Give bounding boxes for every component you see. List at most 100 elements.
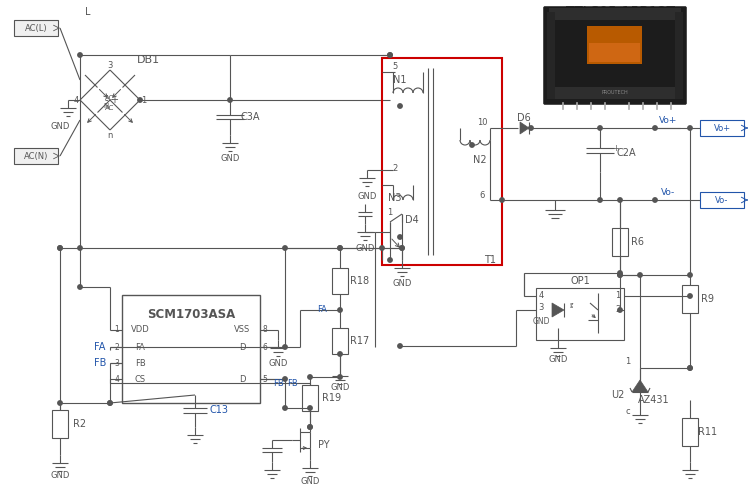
- Circle shape: [398, 104, 402, 108]
- Polygon shape: [520, 122, 529, 134]
- Circle shape: [500, 198, 504, 202]
- Circle shape: [338, 352, 342, 356]
- FancyBboxPatch shape: [544, 6, 686, 104]
- Circle shape: [688, 126, 692, 130]
- Text: FB: FB: [273, 379, 284, 388]
- Text: FB: FB: [286, 379, 297, 388]
- Text: R6: R6: [632, 237, 644, 247]
- Bar: [549, 87, 681, 99]
- Text: 2: 2: [615, 305, 621, 314]
- Bar: [589, 43, 640, 62]
- Bar: [547, 12, 555, 99]
- Circle shape: [688, 273, 692, 277]
- Text: 6: 6: [262, 342, 268, 351]
- Text: GND: GND: [50, 121, 70, 131]
- Circle shape: [58, 246, 62, 250]
- Bar: [382, 58, 502, 265]
- Text: N3: N3: [388, 193, 402, 203]
- Bar: [700, 192, 744, 208]
- Circle shape: [400, 246, 404, 250]
- Circle shape: [618, 198, 622, 202]
- Text: PY: PY: [318, 440, 330, 450]
- Bar: [675, 12, 683, 99]
- Bar: [587, 26, 642, 64]
- Circle shape: [58, 401, 62, 405]
- Circle shape: [78, 285, 82, 289]
- Text: U2: U2: [611, 390, 625, 400]
- Circle shape: [338, 246, 342, 250]
- Text: 1: 1: [615, 291, 621, 300]
- Bar: [700, 120, 744, 136]
- Text: 5: 5: [392, 61, 398, 70]
- Text: 4: 4: [115, 375, 119, 384]
- Circle shape: [308, 425, 312, 429]
- Text: GND: GND: [357, 192, 376, 201]
- Circle shape: [398, 344, 402, 348]
- Bar: [52, 410, 68, 438]
- Text: L: L: [86, 7, 91, 17]
- Circle shape: [338, 308, 342, 312]
- Bar: [682, 285, 698, 313]
- Text: GND: GND: [220, 154, 240, 163]
- Circle shape: [398, 235, 402, 239]
- Text: R18: R18: [350, 276, 370, 286]
- Text: Vo-: Vo-: [716, 196, 729, 205]
- Text: D6: D6: [518, 113, 531, 123]
- Text: 4: 4: [538, 291, 544, 300]
- Circle shape: [338, 375, 342, 379]
- Text: AC: AC: [105, 95, 115, 101]
- Text: SCM1703ASA: SCM1703ASA: [147, 308, 236, 321]
- Circle shape: [228, 98, 232, 102]
- Polygon shape: [632, 380, 648, 392]
- Text: GND: GND: [548, 355, 568, 364]
- Circle shape: [688, 294, 692, 298]
- Text: GND: GND: [392, 279, 412, 288]
- Text: FA: FA: [94, 342, 106, 352]
- Text: R2: R2: [74, 419, 86, 429]
- Text: 4: 4: [74, 95, 79, 104]
- Text: n: n: [107, 131, 112, 140]
- Circle shape: [108, 401, 112, 405]
- Circle shape: [618, 308, 622, 312]
- Text: GND: GND: [268, 358, 288, 367]
- Circle shape: [308, 375, 312, 379]
- Text: R11: R11: [698, 427, 718, 437]
- Text: 1: 1: [387, 208, 393, 217]
- Text: D: D: [238, 375, 245, 384]
- Text: 3: 3: [538, 303, 544, 312]
- Circle shape: [470, 143, 474, 147]
- Text: 1: 1: [141, 95, 147, 104]
- Circle shape: [283, 246, 287, 250]
- Text: 1: 1: [626, 357, 631, 366]
- Bar: [612, 228, 628, 256]
- Bar: [332, 328, 348, 354]
- Text: D: D: [238, 342, 245, 351]
- Circle shape: [78, 246, 82, 250]
- Text: -: -: [104, 95, 108, 105]
- Text: R9: R9: [701, 294, 715, 304]
- Text: GND: GND: [532, 316, 550, 325]
- Text: DB1: DB1: [136, 55, 160, 65]
- Circle shape: [283, 406, 287, 410]
- Text: FA: FA: [135, 342, 145, 351]
- Text: CS: CS: [134, 375, 146, 384]
- Circle shape: [652, 126, 657, 130]
- Circle shape: [78, 53, 82, 57]
- Circle shape: [638, 273, 642, 277]
- Text: R19: R19: [322, 393, 341, 403]
- Text: FB: FB: [94, 358, 106, 368]
- Bar: [14, 148, 58, 164]
- Text: +: +: [110, 95, 118, 105]
- Bar: [682, 418, 698, 446]
- Circle shape: [338, 246, 342, 250]
- Text: Vo-: Vo-: [661, 188, 675, 197]
- Text: TTLS05-15B12T: TTLS05-15B12T: [566, 5, 674, 19]
- Circle shape: [618, 271, 622, 275]
- Circle shape: [108, 401, 112, 405]
- Circle shape: [618, 273, 622, 277]
- Circle shape: [598, 198, 602, 202]
- Text: 8: 8: [262, 325, 267, 334]
- Text: 2: 2: [392, 164, 398, 173]
- Bar: [122, 295, 260, 403]
- Text: FB: FB: [135, 358, 146, 367]
